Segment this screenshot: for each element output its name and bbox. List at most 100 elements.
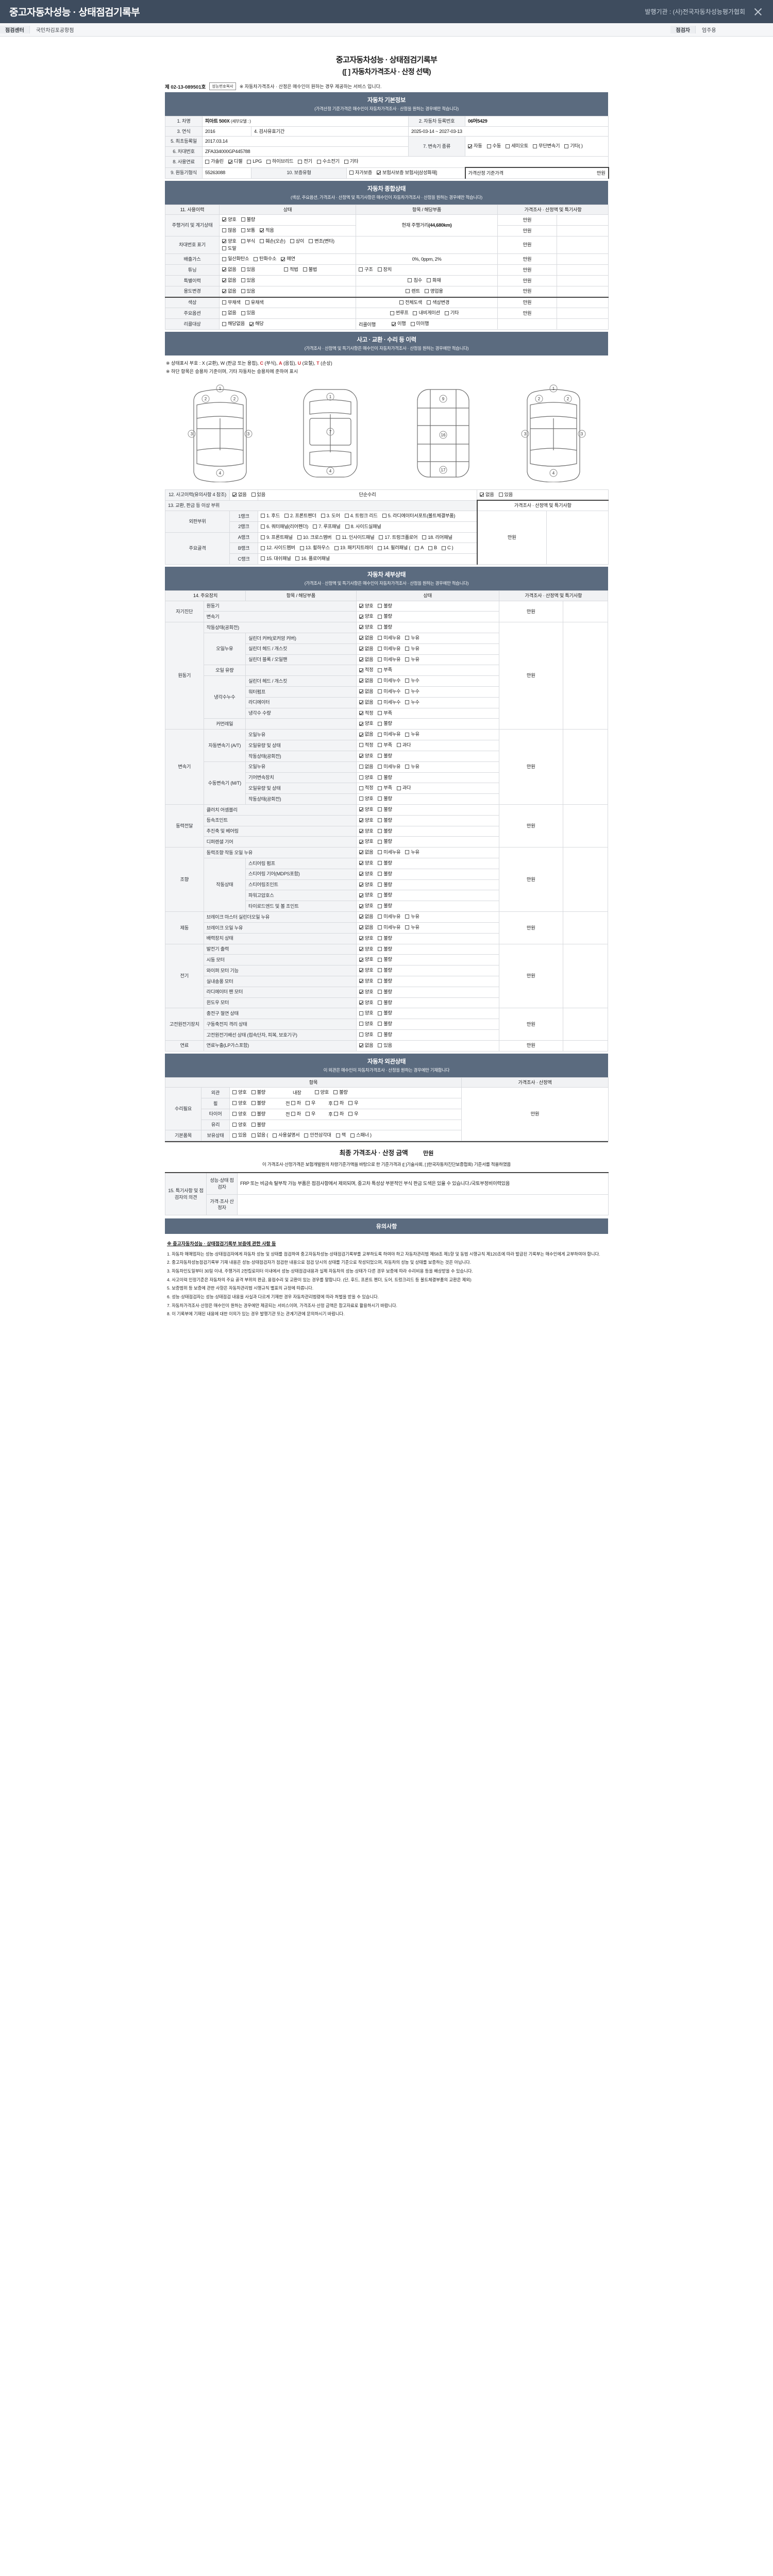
device-state[interactable]: 없음 미세누유 누유	[356, 654, 499, 666]
device-state[interactable]: 양호 불량	[356, 1029, 499, 1041]
price-note[interactable]	[557, 214, 609, 226]
device-option[interactable]: 누유	[405, 764, 419, 770]
price-note[interactable]	[562, 911, 609, 944]
device-state[interactable]: 양호 불량	[356, 858, 499, 869]
price-note[interactable]	[557, 275, 609, 286]
state-option[interactable]: 양호	[222, 238, 237, 245]
device-option[interactable]: 불량	[378, 967, 392, 974]
fuel-option[interactable]: 하이브리드	[266, 158, 294, 165]
price-note[interactable]	[557, 264, 609, 276]
pos-option[interactable]: 좌	[333, 1111, 344, 1117]
panel-option[interactable]: 11. 인사이드패널	[336, 534, 375, 541]
device-option[interactable]: 불량	[378, 999, 392, 1006]
device-state[interactable]: 양호 불량	[356, 997, 499, 1009]
device-state[interactable]: 양호 불량	[356, 890, 499, 902]
device-option[interactable]: 양호	[359, 978, 374, 985]
ext-price-note[interactable]: 만원	[461, 1087, 609, 1142]
transmission-option[interactable]: 기타( )	[564, 143, 583, 149]
state-option[interactable]: 적법	[284, 266, 298, 273]
fuel-option[interactable]: 디젤	[228, 158, 243, 165]
device-option[interactable]: 없음	[359, 635, 374, 641]
device-state[interactable]: 양호 불량	[356, 611, 499, 623]
device-option[interactable]: 없음	[359, 646, 374, 652]
part-option[interactable]: 구조	[359, 266, 373, 273]
fuel-option[interactable]: 가솔린	[205, 158, 224, 165]
panel-option[interactable]: 16. 플로어패널	[295, 555, 330, 562]
device-option[interactable]: 적정	[359, 742, 374, 749]
parts-cell[interactable]	[356, 235, 498, 255]
device-option[interactable]: 누수	[405, 677, 419, 684]
fuel-option[interactable]: 전기	[298, 158, 312, 165]
price-note[interactable]	[562, 600, 609, 623]
panel-option[interactable]: 12. 사이드멤버	[261, 545, 295, 551]
device-option[interactable]: 불량	[378, 978, 392, 985]
device-state[interactable]: 양호 불량	[356, 718, 499, 730]
device-option[interactable]: 불량	[378, 1031, 392, 1038]
pos-option[interactable]: 좌	[291, 1100, 301, 1107]
device-state[interactable]: 양호 불량	[356, 793, 499, 805]
part-option[interactable]: 영업용	[424, 288, 443, 295]
accident-option[interactable]: 없음	[232, 492, 247, 498]
accident-option[interactable]: 있음	[251, 492, 265, 498]
transmission-option[interactable]: 무단변속기	[533, 143, 560, 149]
state-option[interactable]: 훼손(오손)	[260, 238, 285, 245]
parts-cell[interactable]: 렌트 영업용	[356, 285, 498, 298]
device-state[interactable]: 양호 불량	[356, 986, 499, 998]
transmission-options[interactable]: 자동 수동 세미오토 무단변속기 기타( )	[465, 136, 609, 157]
device-option[interactable]: 누유	[405, 731, 419, 738]
device-option[interactable]: 양호	[359, 967, 374, 974]
device-option[interactable]: 없음	[359, 764, 374, 770]
device-option[interactable]: 양호	[359, 828, 374, 835]
opinion-inspector-value[interactable]: FRP 또는 비금속 탈부착 가능 부품은 점검사항에서 제외되며, 중고차 특…	[237, 1172, 609, 1195]
state-option[interactable]: 도말	[222, 245, 237, 252]
panel-option[interactable]: 10. 크로스멤버	[297, 534, 332, 541]
ext-option[interactable]: 양호	[232, 1089, 247, 1096]
device-option[interactable]: 누수	[405, 688, 419, 695]
device-option[interactable]: 양호	[359, 956, 374, 963]
pos-option[interactable]: 우	[305, 1100, 315, 1107]
state-option[interactable]: 상이	[290, 238, 304, 245]
device-option[interactable]: 미세누유	[378, 849, 401, 856]
device-state[interactable]: 양호 불량	[356, 943, 499, 955]
close-icon[interactable]	[752, 6, 764, 18]
part-option[interactable]: 색상변경	[427, 299, 449, 306]
recall-do-option[interactable]: 이행	[392, 320, 406, 327]
price-note[interactable]	[562, 943, 609, 1009]
device-state[interactable]: 양호 불량	[356, 879, 499, 891]
state-option[interactable]: 불법	[303, 266, 317, 273]
device-state[interactable]: 양호 불량	[356, 836, 499, 848]
recall-option[interactable]: 해당	[249, 320, 264, 327]
device-option[interactable]: 없음	[359, 849, 374, 856]
device-option[interactable]: 적정	[359, 710, 374, 717]
warranty-option[interactable]: 보험사보증 보험사[삼성화재]	[377, 170, 437, 176]
panel-option[interactable]: 8. 사이드실패널	[345, 523, 381, 530]
state-cell[interactable]: 많음 보통 적음	[219, 225, 356, 236]
ext-option[interactable]: 양호	[314, 1089, 329, 1096]
ext-option[interactable]: 불량	[251, 1089, 265, 1096]
device-option[interactable]: 불량	[378, 838, 392, 845]
panel-option[interactable]: 13. 휠하우스	[299, 545, 330, 551]
part-option[interactable]: 침수	[408, 277, 422, 284]
device-option[interactable]: 없음	[359, 656, 374, 663]
basic-item-option[interactable]: 스패너 )	[350, 1132, 372, 1139]
device-option[interactable]: 미세누유	[378, 924, 401, 931]
state-option[interactable]: 매연	[281, 256, 295, 262]
device-state[interactable]: 양호 불량	[356, 825, 499, 837]
device-state[interactable]: 없음 미세누유 누유	[356, 761, 499, 773]
device-option[interactable]: 미세누유	[378, 764, 401, 770]
ext-option[interactable]: 불량	[251, 1100, 265, 1107]
price-note[interactable]	[557, 318, 609, 330]
device-option[interactable]: 적정	[359, 785, 374, 791]
pos-option[interactable]: 우	[348, 1100, 359, 1107]
device-option[interactable]: 부족	[378, 710, 392, 717]
device-option[interactable]: 불량	[378, 989, 392, 995]
device-option[interactable]: 불량	[378, 892, 392, 899]
state-cell[interactable]: 일산화탄소 탄화수소 매연	[219, 253, 356, 265]
opinion-appraiser-value[interactable]	[237, 1194, 609, 1215]
basic-item-option[interactable]: 있음	[232, 1132, 247, 1139]
device-state[interactable]: 적정 부족 과다	[356, 783, 499, 794]
device-state[interactable]: 양호 불량	[356, 901, 499, 912]
device-option[interactable]: 양호	[359, 882, 374, 888]
parts-cell[interactable]: 전체도색 색상변경	[356, 297, 498, 309]
device-option[interactable]: 양호	[359, 999, 374, 1006]
